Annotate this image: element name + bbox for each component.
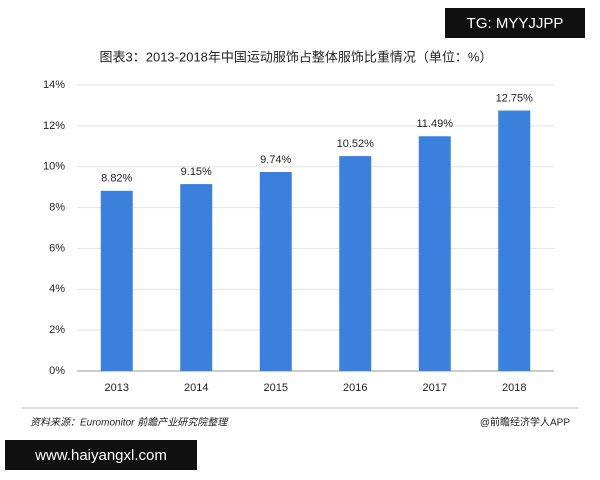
watermark-box bbox=[5, 440, 197, 470]
y-tick-label: 10% bbox=[43, 161, 65, 173]
y-tick-label: 2% bbox=[49, 324, 65, 336]
watermark: www.haiyangxl.com bbox=[34, 447, 167, 464]
y-tick-label: 14% bbox=[43, 79, 65, 91]
y-tick-label: 0% bbox=[49, 365, 65, 377]
watermark: TG: MYYJJPP bbox=[467, 15, 564, 32]
value-label: 12.75% bbox=[496, 92, 534, 104]
bar bbox=[498, 110, 531, 372]
source: 资料来源：Euromonitor 前瞻产业研究院整理 bbox=[30, 417, 229, 429]
bar bbox=[259, 172, 292, 371]
chart-title: 图表3：2013-2018年中国运动服饰占整体服饰比重情况（单位：%） bbox=[100, 49, 493, 64]
bar bbox=[418, 136, 451, 371]
bar bbox=[339, 156, 372, 371]
bar bbox=[100, 190, 133, 371]
y-tick-label: 8% bbox=[49, 201, 65, 213]
x-tick-label: 2016 bbox=[343, 382, 367, 394]
x-tick-label: 2017 bbox=[423, 382, 447, 394]
bar bbox=[180, 184, 213, 371]
x-tick-label: 2014 bbox=[184, 382, 208, 394]
value-label: 8.82% bbox=[101, 173, 132, 185]
x-tick-label: 2018 bbox=[502, 382, 526, 394]
y-tick-label: 6% bbox=[49, 242, 65, 254]
x-tick-label: 2015 bbox=[264, 382, 288, 394]
value-label: 10.52% bbox=[337, 138, 375, 150]
value-label: 9.15% bbox=[181, 166, 212, 178]
y-tick-label: 4% bbox=[49, 283, 65, 295]
value-label: 9.74% bbox=[260, 154, 291, 166]
credit: @前瞻经济学人APP bbox=[480, 416, 570, 429]
value-label: 11.49% bbox=[417, 118, 454, 130]
y-tick-label: 12% bbox=[43, 120, 65, 132]
watermark-box bbox=[445, 8, 585, 38]
x-tick-label: 2013 bbox=[105, 382, 129, 394]
